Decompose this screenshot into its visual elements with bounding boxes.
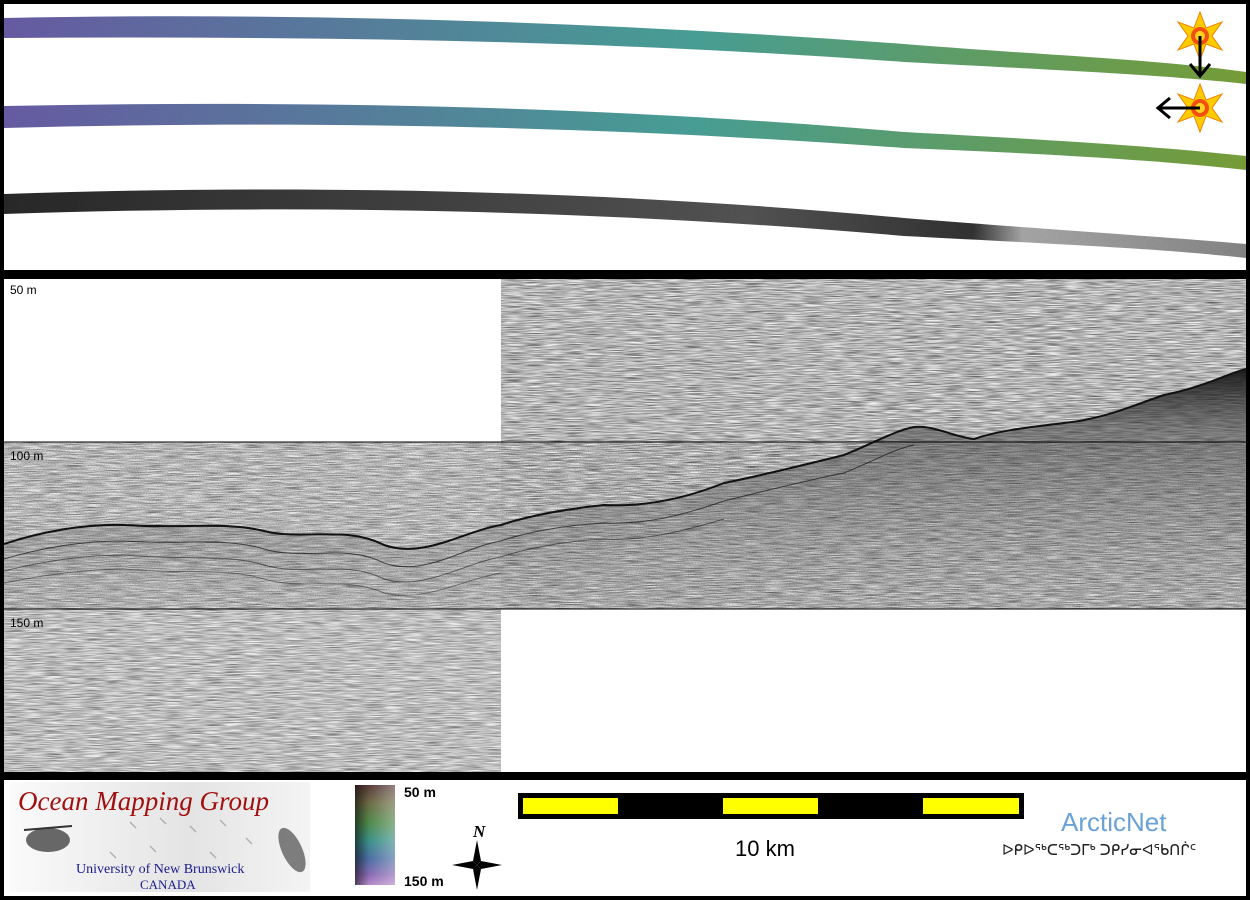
sub-reflector — [4, 568, 502, 596]
arcticnet-name: ArcticNet — [1061, 807, 1167, 837]
subbottom-profile — [4, 279, 1246, 772]
scale-bar-segment — [923, 798, 1019, 814]
subbottom-profile-panel: 50 m 100 m 150 m — [4, 279, 1246, 772]
swath-strip-2 — [4, 103, 1246, 170]
scale-bar-label: 10 km — [735, 836, 795, 861]
depth-colorbar — [355, 785, 395, 885]
sub-reflector — [4, 444, 915, 568]
north-arrow-icon — [452, 840, 502, 890]
scale-bar-segment — [523, 798, 618, 814]
arrow-down-icon — [1188, 36, 1212, 79]
logo-university: University of New Brunswick — [76, 862, 245, 877]
swath-strip-1 — [4, 16, 1246, 85]
scale-bar — [518, 793, 1024, 819]
logo-graphic — [23, 817, 306, 873]
colorbar-top-label: 50 m — [404, 784, 436, 800]
depth-label-100m: 100 m — [10, 449, 44, 463]
swath-strip-3 — [4, 189, 1246, 258]
ocean-mapping-group-logo: Ocean Mapping Group University of New Br… — [10, 782, 310, 892]
north-label: N — [473, 822, 486, 841]
sub-reflector — [4, 518, 725, 583]
seafloor-reflector — [4, 368, 1246, 550]
arcticnet-subtitle: ᐅᑭᐅᖅᑕᖅᑐᒥᒃ ᑐᑭᓯᓂᐊᖃᑎᒌᑦ — [1002, 842, 1197, 859]
logo-title: Ocean Mapping Group — [18, 786, 269, 816]
scale-bar-segment — [723, 798, 818, 814]
depth-label-50m: 50 m — [10, 283, 37, 297]
swath-map — [4, 10, 1246, 258]
colorbar-bottom-label: 150 m — [404, 873, 444, 889]
legend-footer: Ocean Mapping Group University of New Br… — [4, 780, 1246, 896]
logo-country: CANADA — [140, 877, 196, 892]
depth-label-150m: 150 m — [10, 616, 44, 630]
swath-panel — [4, 4, 1246, 270]
arrow-left-icon — [1155, 96, 1200, 120]
